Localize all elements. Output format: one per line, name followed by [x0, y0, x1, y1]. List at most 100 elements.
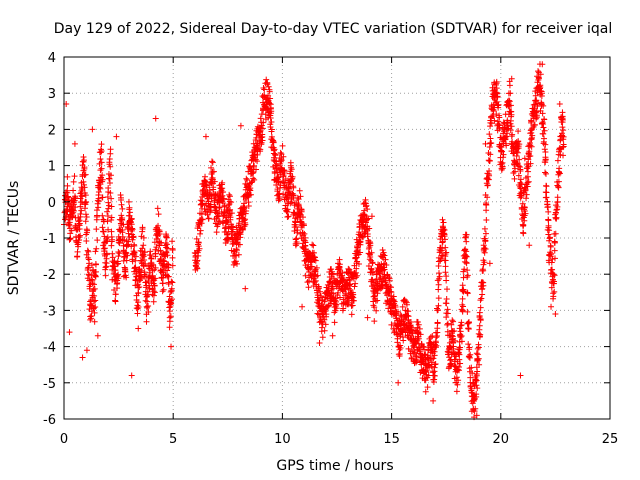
data-point: [457, 328, 464, 335]
data-point: [251, 176, 258, 183]
data-point: [84, 227, 91, 234]
data-point: [483, 201, 490, 208]
outlier-point: [71, 140, 78, 147]
x-axis-label: GPS time / hours: [276, 458, 393, 474]
y-tick-label: 3: [48, 87, 56, 102]
data-point: [513, 152, 520, 159]
data-point: [70, 187, 77, 194]
x-tick-label: 25: [602, 432, 619, 447]
data-point: [555, 178, 562, 185]
data-point: [119, 216, 126, 223]
data-point: [330, 285, 337, 292]
data-point: [374, 290, 381, 297]
data-point: [304, 279, 311, 286]
data-point: [515, 145, 522, 152]
x-tick-label: 5: [169, 432, 177, 447]
data-point: [220, 195, 227, 202]
data-point: [528, 136, 535, 143]
data-point: [521, 217, 528, 224]
data-point: [241, 200, 248, 207]
data-point: [281, 170, 288, 177]
data-point: [545, 216, 552, 223]
data-point: [472, 376, 479, 383]
data-point: [96, 184, 103, 191]
data-point: [525, 178, 532, 185]
data-point: [141, 248, 148, 255]
data-point: [106, 179, 113, 186]
outlier-point: [79, 354, 86, 361]
data-point: [548, 259, 555, 266]
data-point: [370, 269, 377, 276]
data-point: [286, 185, 293, 192]
data-point: [155, 211, 162, 218]
data-point: [486, 131, 493, 138]
data-point: [420, 343, 427, 350]
data-point: [114, 285, 121, 292]
data-point: [243, 175, 250, 182]
data-point: [447, 344, 454, 351]
outlier-point: [517, 372, 524, 379]
outlier-point: [508, 75, 515, 82]
data-point: [106, 202, 113, 209]
outlier-point: [539, 61, 546, 68]
data-point: [265, 83, 272, 90]
data-point: [197, 230, 204, 237]
data-point: [194, 265, 201, 272]
data-point: [543, 194, 550, 201]
data-point: [209, 159, 216, 166]
data-point: [85, 248, 92, 255]
data-point: [477, 304, 484, 311]
data-point: [460, 286, 467, 293]
data-point: [267, 104, 274, 111]
data-point: [355, 261, 362, 268]
data-point: [433, 342, 440, 349]
data-point: [559, 132, 566, 139]
data-point: [523, 191, 530, 198]
data-point: [448, 360, 455, 367]
data-point: [520, 230, 527, 237]
data-point: [130, 248, 137, 255]
data-point: [129, 258, 136, 265]
data-point: [533, 112, 540, 119]
data-point: [380, 249, 387, 256]
data-point: [64, 173, 71, 180]
data-point: [535, 75, 542, 82]
data-point: [224, 231, 231, 238]
data-point: [151, 282, 158, 289]
data-point: [152, 264, 159, 271]
data-point: [345, 295, 352, 302]
data-point: [290, 184, 297, 191]
data-point: [293, 238, 300, 245]
data-point: [311, 249, 318, 256]
data-point: [448, 321, 455, 328]
data-point: [527, 160, 534, 167]
data-point: [91, 309, 98, 316]
data-point: [67, 202, 74, 209]
data-point: [254, 158, 261, 165]
data-point: [309, 241, 316, 248]
data-point: [362, 219, 369, 226]
data-point: [381, 266, 388, 273]
data-point: [551, 238, 558, 245]
outlier-point: [89, 126, 96, 133]
data-point: [97, 167, 104, 174]
data-point: [542, 154, 549, 161]
data-point: [335, 285, 342, 292]
y-tick-label: -1: [43, 232, 56, 247]
data-point: [90, 305, 97, 312]
data-point: [85, 264, 92, 271]
data-point: [329, 268, 336, 275]
data-point: [474, 351, 481, 358]
data-point: [292, 219, 299, 226]
data-point: [560, 143, 567, 150]
data-point: [247, 191, 254, 198]
data-point: [123, 274, 130, 281]
data-point: [68, 212, 75, 219]
data-point: [105, 199, 112, 206]
data-point: [433, 334, 440, 341]
data-point: [73, 226, 80, 233]
data-point: [81, 164, 88, 171]
data-point: [92, 297, 99, 304]
data-point: [368, 249, 375, 256]
outlier-point: [113, 133, 120, 140]
